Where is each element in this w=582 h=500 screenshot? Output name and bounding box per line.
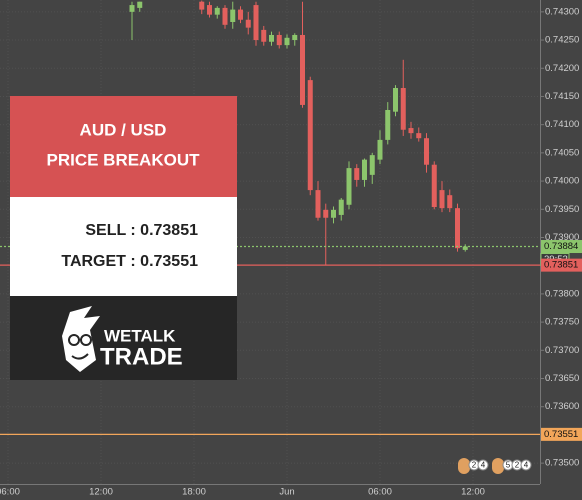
candle-body [129,5,135,12]
y-tick-label: 0.74100 [545,119,579,130]
y-tick-label: 0.73500 [545,458,579,469]
card-footer [10,296,237,380]
event-count: 2 [472,461,477,470]
y-tick-label: 0.73750 [545,317,579,328]
candle-body [284,37,290,46]
price-label: 0.73551 [544,429,578,440]
candle-body [385,110,391,140]
logo-bottom: TRADE [100,343,183,370]
sell-level: SELL : 0.73851 [85,222,198,239]
card-subtitle: PRICE BREAKOUT [46,150,200,169]
candle-body [369,155,375,175]
y-tick-label: 0.73600 [545,401,579,412]
candle-body [323,209,329,218]
candle-body [431,164,437,208]
candle-body [199,1,205,10]
price-label-box [541,427,582,441]
signal-card: AUD / USD PRICE BREAKOUT SELL : 0.73851 … [10,96,237,380]
candle-body [261,29,267,42]
price-label: 0.73851 [544,260,578,271]
candle-body [362,159,367,180]
candle-body [230,9,236,22]
price-label-box [541,258,582,272]
card-body [10,197,237,296]
price-label: 0.73884 [544,241,578,252]
candle-body [462,246,468,250]
x-tick-label: 18:00 [182,487,206,498]
price-label-box [541,240,582,254]
event-bubble [520,459,532,471]
event-count: 5 [506,461,511,470]
event-count: 4 [481,461,486,470]
candle-body [346,168,352,205]
logo-top: WETALK [104,326,176,345]
card-title: AUD / USD [80,120,167,139]
candle-body [338,199,344,215]
candle-body [315,190,321,218]
candle-body [447,195,453,209]
candle-body [400,88,406,130]
candle-body [207,5,212,15]
candle-body [377,139,383,160]
event-bubble [477,459,489,471]
y-tick-label: 0.73950 [545,204,579,215]
candle-body [222,7,228,25]
event-flag [458,458,470,474]
card-header [10,96,237,197]
candle-body [424,138,429,165]
y-tick-label: 0.73800 [545,288,579,299]
candle-body [408,128,414,134]
candle-body [439,190,445,209]
event-count: 4 [524,461,529,470]
y-tick-label: 0.74150 [545,91,579,102]
x-tick-label: 06:00 [368,487,392,498]
candle-body [253,5,259,41]
logo-face [62,306,100,372]
event-flag [492,458,504,474]
candle-body [455,208,460,249]
candle-body [393,88,398,112]
candle-body [307,80,313,191]
y-tick-label: 0.74200 [545,63,579,74]
candle-body [331,209,336,218]
y-tick-label: 0.74300 [545,6,579,17]
candle-body [238,9,243,20]
y-tick-label: 0.74000 [545,176,579,187]
event-count: 2 [515,461,520,470]
candle-body [354,168,360,180]
y-tick-label: 0.73700 [545,345,579,356]
candle-body [292,34,298,41]
candle-body [276,34,282,46]
x-tick-label: 06:00 [0,487,20,498]
candle-body [137,1,143,8]
x-tick-label: Jun [279,487,294,498]
x-tick-label: 12:00 [89,487,113,498]
y-tick-label: 0.73650 [545,373,579,384]
candle-body [214,7,220,15]
candle-body [300,34,305,105]
y-tick-label: 0.74050 [545,147,579,158]
candle-body [416,133,422,139]
y-tick-label: 0.73900 [545,232,579,243]
x-tick-label: 12:00 [461,487,485,498]
candle-body [269,34,274,42]
target-level: TARGET : 0.73551 [61,253,198,270]
candle-body [245,19,251,28]
axes: 0.74300 0.74250 0.74200 0.74150 0.74100 0.740… [0,6,582,498]
y-tick-label: 0.74250 [545,35,579,46]
